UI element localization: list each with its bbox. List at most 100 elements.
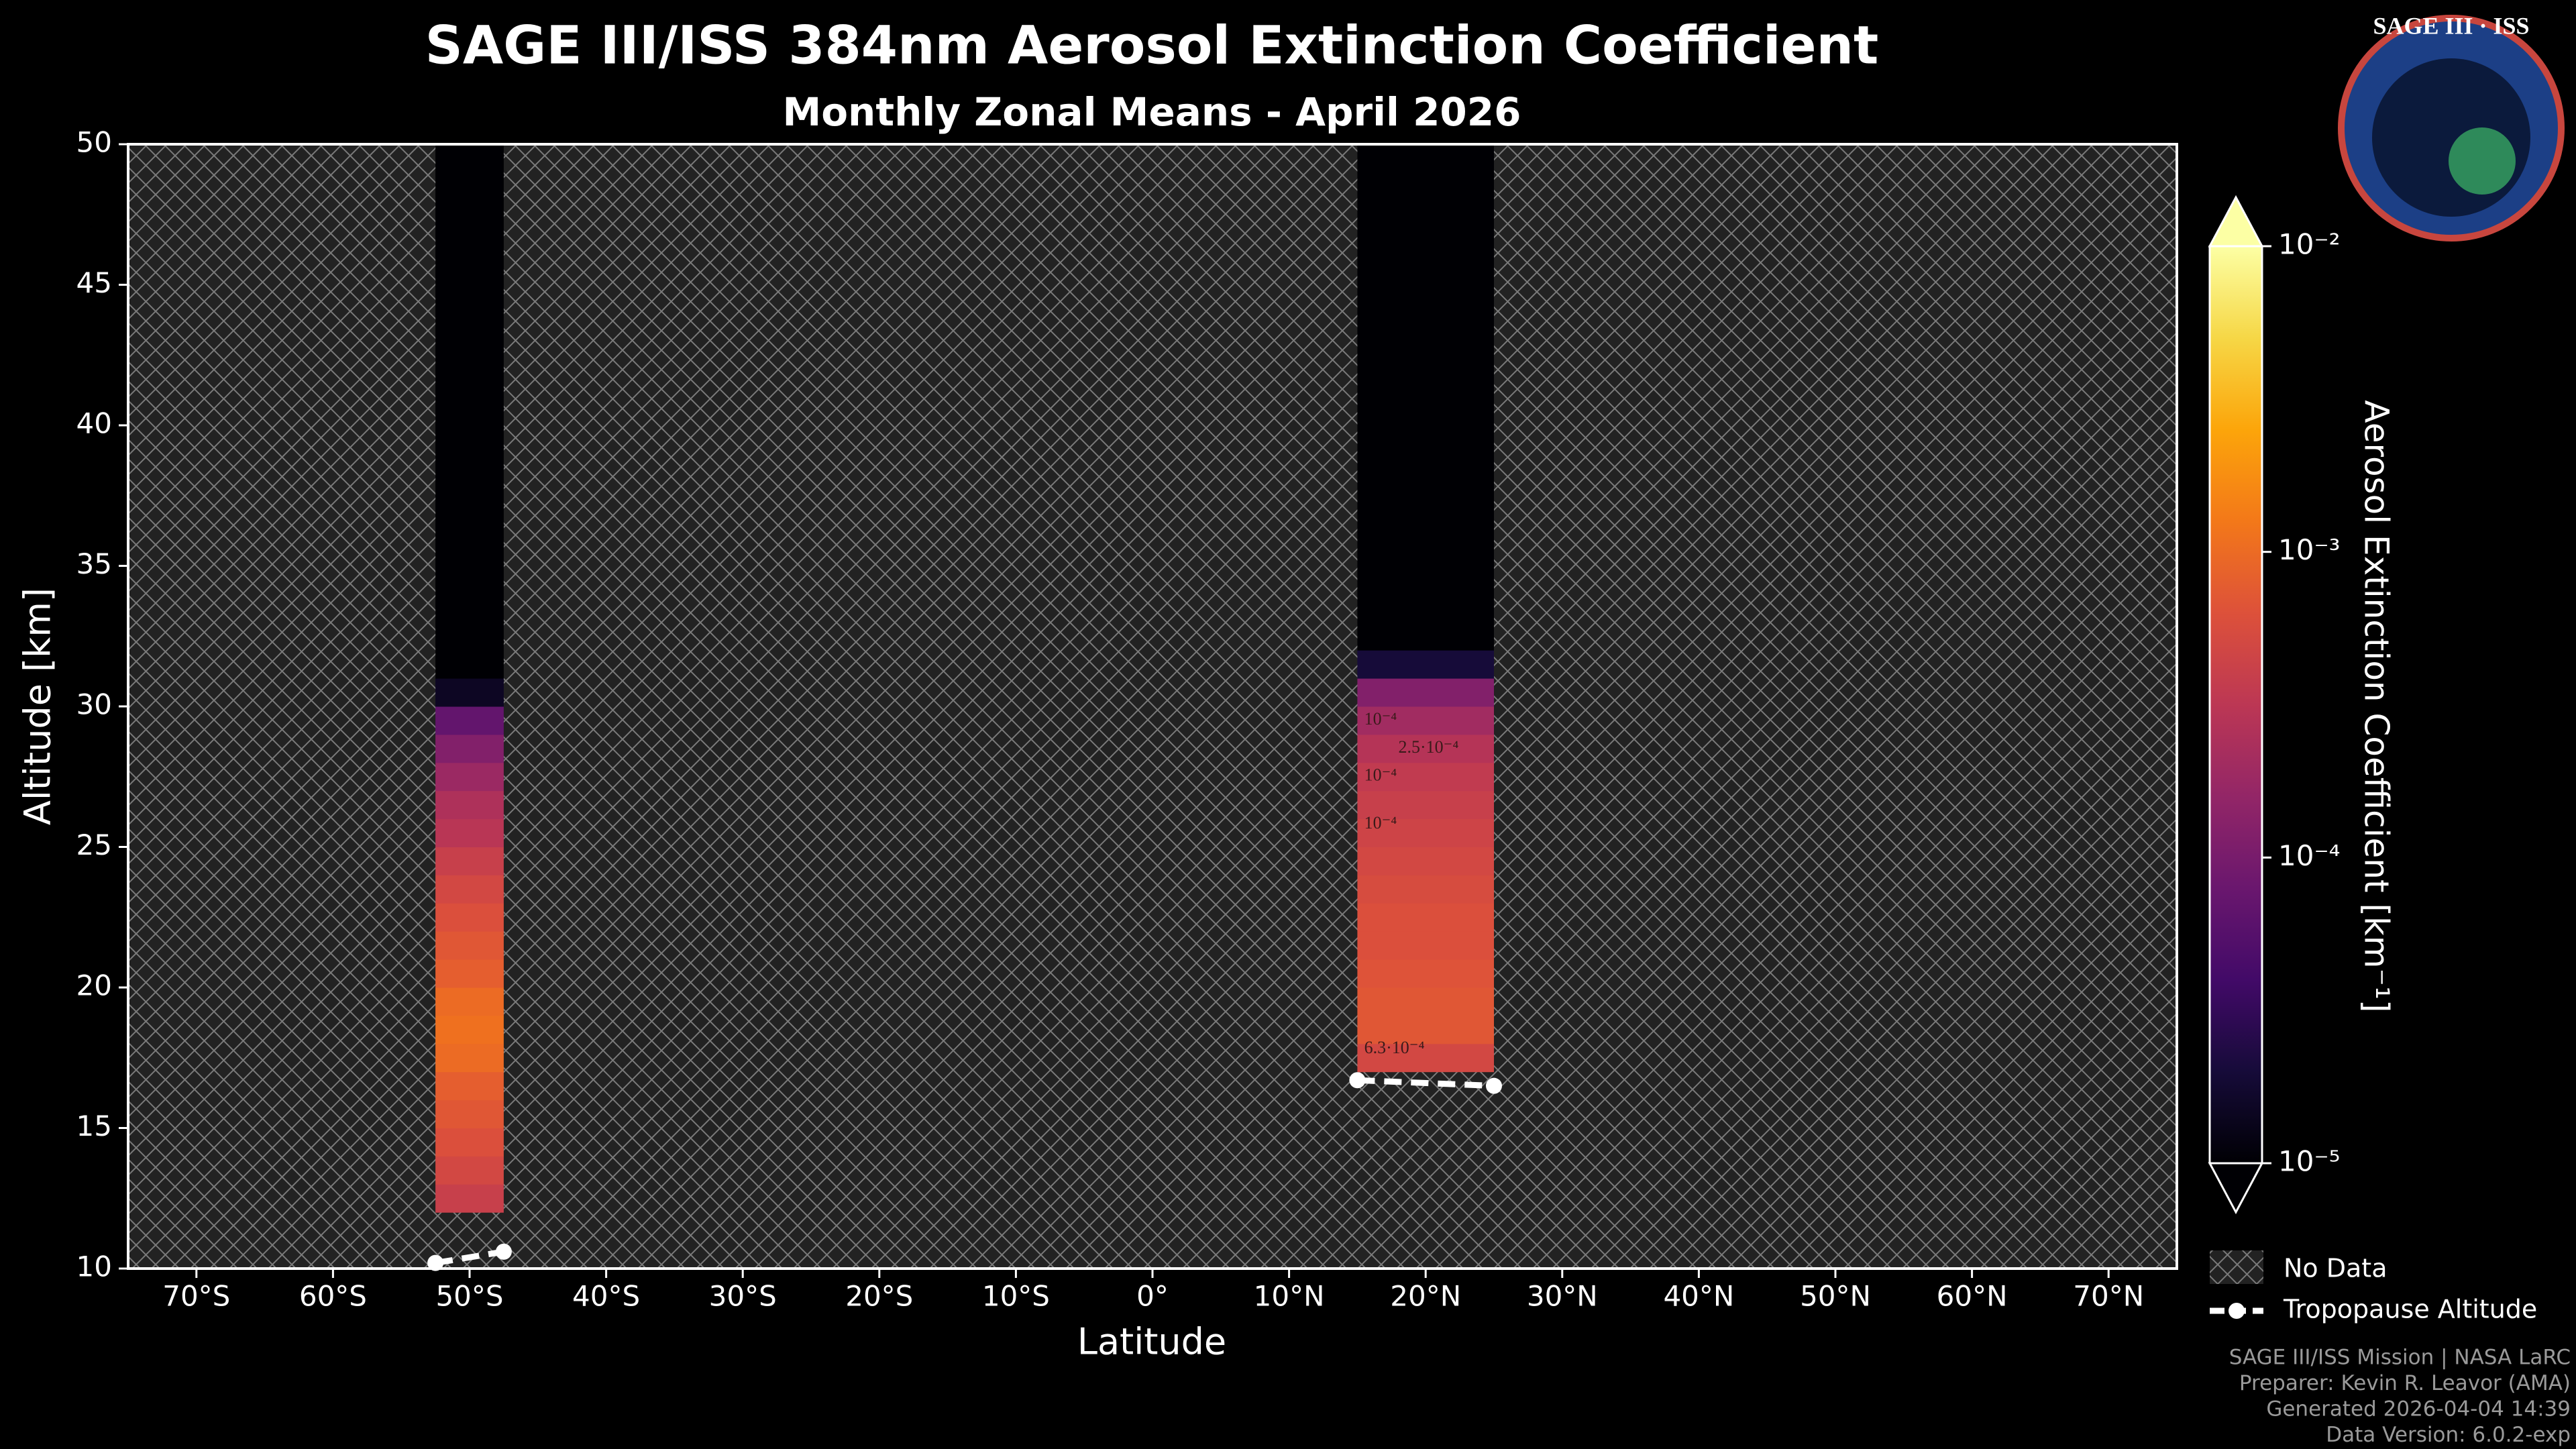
colorbar-tick-label: 10⁻⁵ xyxy=(2278,1145,2340,1178)
heat-cell xyxy=(1357,1043,1494,1073)
heat-cell xyxy=(435,453,504,482)
heat-cell xyxy=(435,481,504,511)
heat-cell xyxy=(1357,959,1494,988)
colorbar-tick-label: 10⁻³ xyxy=(2278,533,2340,566)
heat-cell xyxy=(1357,762,1494,792)
logo-inner xyxy=(2372,58,2530,217)
x-tick-label: 40°S xyxy=(572,1280,640,1313)
y-tick-label: 10 xyxy=(76,1250,112,1283)
contour-label: 6.3·10⁻⁴ xyxy=(1364,1038,1425,1057)
x-tick-label: 60°S xyxy=(299,1280,367,1313)
heat-cell xyxy=(435,566,504,594)
heat-cell xyxy=(435,790,504,820)
x-tick-label: 20°S xyxy=(845,1280,913,1313)
contour-label: 2.5·10⁻⁴ xyxy=(1398,737,1458,757)
heat-cell xyxy=(1357,987,1494,1016)
x-tick-label: 50°S xyxy=(435,1280,503,1313)
heat-cell xyxy=(1357,1015,1494,1044)
heat-cell xyxy=(435,397,504,426)
heat-cell xyxy=(1357,200,1494,229)
legend-label: No Data xyxy=(2284,1254,2387,1283)
y-tick-label: 35 xyxy=(76,547,112,580)
colorbar-extend-top xyxy=(2208,195,2264,248)
heat-cell xyxy=(435,650,504,679)
heat-cell xyxy=(435,762,504,792)
heat-cell xyxy=(435,1128,504,1157)
heat-cell xyxy=(435,1184,504,1213)
heat-cell xyxy=(435,369,504,398)
legend-label: Tropopause Altitude xyxy=(2283,1295,2537,1324)
footer-line: Data Version: 6.0.2-exp xyxy=(2326,1423,2571,1447)
heat-cell xyxy=(435,622,504,651)
y-tick-label: 30 xyxy=(76,688,112,721)
tropopause-line xyxy=(435,1248,504,1267)
heat-cell xyxy=(1357,453,1494,482)
heat-cell xyxy=(435,172,504,201)
heat-cell xyxy=(1357,341,1494,370)
heat-cell xyxy=(1357,284,1494,313)
heat-cell xyxy=(1357,566,1494,594)
tropopause-marker xyxy=(427,1254,444,1271)
heat-cell xyxy=(1357,622,1494,651)
contour-label: 10⁻⁴ xyxy=(1364,765,1397,785)
x-tick-label: 30°N xyxy=(1527,1280,1598,1313)
heat-cell xyxy=(435,903,504,932)
heat-cell xyxy=(1357,678,1494,707)
footer-line: Preparer: Kevin R. Leavor (AMA) xyxy=(2239,1371,2571,1395)
heat-cell xyxy=(1357,256,1494,285)
y-tick-label: 40 xyxy=(76,407,112,440)
heat-cell xyxy=(435,537,504,566)
y-tick-label: 25 xyxy=(76,828,112,861)
heat-cell xyxy=(1357,818,1494,847)
colorbar-extend-bottom xyxy=(2208,1162,2264,1215)
heat-cell xyxy=(1357,172,1494,201)
x-tick-label: 50°N xyxy=(1800,1280,1871,1313)
heat-cell xyxy=(1357,509,1494,539)
heat-cell xyxy=(435,1156,504,1185)
x-axis-label: Latitude xyxy=(1077,1321,1226,1363)
tropopause-marker xyxy=(1349,1072,1366,1089)
tropopause-line xyxy=(1357,1077,1495,1089)
heat-cell xyxy=(435,1071,504,1101)
x-tick-label: 10°N xyxy=(1254,1280,1325,1313)
colorbar-label: Aerosol Extinction Coefficient [km⁻¹] xyxy=(2357,400,2396,1012)
heat-cell xyxy=(1357,313,1494,341)
heat-cell xyxy=(1357,790,1494,820)
heat-cell xyxy=(1357,734,1494,763)
tropopause-marker xyxy=(495,1243,512,1260)
heat-cell xyxy=(1357,875,1494,904)
heat-cell xyxy=(1357,425,1494,454)
x-tick-label: 60°N xyxy=(1937,1280,2008,1313)
heat-cell xyxy=(1357,594,1494,623)
heat-cell xyxy=(435,678,504,707)
footer-line: Generated 2026-04-04 14:39 xyxy=(2266,1397,2571,1421)
x-tick-label: 70°N xyxy=(2073,1280,2144,1313)
heat-cell xyxy=(1357,397,1494,426)
heat-cell xyxy=(1357,369,1494,398)
x-tick-label: 20°N xyxy=(1390,1280,1461,1313)
heat-cell xyxy=(435,228,504,258)
y-tick-label: 45 xyxy=(76,266,112,299)
chart-title: SAGE III/ISS 384nm Aerosol Extinction Co… xyxy=(425,15,1879,76)
heat-cell xyxy=(435,594,504,623)
heat-cell xyxy=(435,875,504,904)
colorbar-tick-label: 10⁻⁴ xyxy=(2278,839,2340,872)
x-tick-label: 70°S xyxy=(162,1280,230,1313)
heat-cell xyxy=(435,341,504,370)
heat-cell xyxy=(435,734,504,763)
heat-cell xyxy=(435,931,504,960)
heat-cell xyxy=(1357,650,1494,679)
heat-cell xyxy=(435,706,504,735)
heat-cell xyxy=(435,144,504,173)
x-tick-label: 30°S xyxy=(709,1280,777,1313)
heat-cell xyxy=(1357,481,1494,511)
heat-cell xyxy=(1357,931,1494,960)
heat-cell xyxy=(1357,903,1494,932)
y-axis-label: Altitude [km] xyxy=(17,588,59,825)
heat-cell xyxy=(435,425,504,454)
heat-cell xyxy=(1357,706,1494,735)
tropopause-marker xyxy=(1486,1077,1502,1094)
heat-cell xyxy=(435,509,504,539)
heat-cell xyxy=(435,847,504,875)
